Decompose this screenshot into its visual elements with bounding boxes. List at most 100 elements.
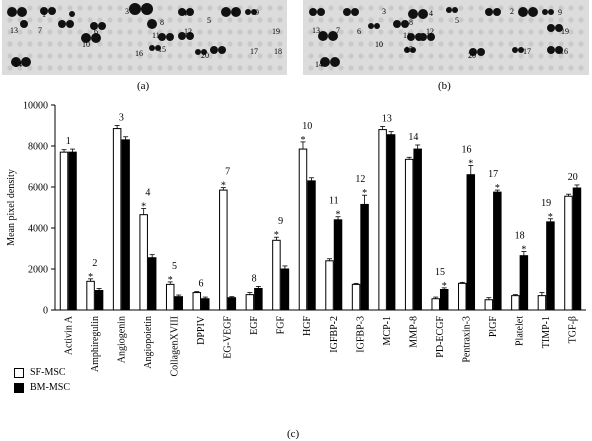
blot-a-spot [11,57,21,67]
blot-a-spot [147,19,157,29]
blot-b-faint-spot [398,5,404,11]
group-number-label: 17 [488,169,498,180]
blot-b-faint-spot [388,5,394,11]
blot-a-faint-spot [257,41,263,47]
blot-a-faint-spot [107,29,113,35]
legend-label-bm-msc: BM-MSC [30,382,71,393]
blot-b-faint-spot [568,17,574,23]
blot-b-faint-spot [358,17,364,23]
bar-sf [484,299,494,311]
blot-a-faint-spot [67,29,73,35]
blot-b-faint-spot [348,65,354,71]
dot-blot-panel-b: 2 3 4 5 6 7 8 9 10 11 12 13 14 15 16 17 19 20 [303,0,589,75]
blot-b-faint-spot [408,41,414,47]
bar-bm [94,290,104,311]
blot-b-faint-spot [538,41,544,47]
blot-a-spot [221,7,231,17]
blot-b-spot-number: 19 [561,27,569,36]
blot-a-faint-spot [257,53,263,59]
blot-b-spot-number: 10 [375,40,383,49]
blot-b-spot-number: 14 [315,60,323,69]
blot-a-faint-spot [267,41,273,47]
blot-b-faint-spot [578,41,584,47]
blot-a-faint-spot [57,41,63,47]
blot-a-faint-spot [107,53,113,59]
y-tick-label: 4000 [28,224,48,235]
blot-b-spot [343,8,351,16]
blot-a-faint-spot [147,53,153,59]
blot-a-faint-spot [27,29,33,35]
blot-b-faint-spot [498,29,504,35]
blot-a-faint-spot [197,65,203,71]
blot-b-faint-spot [458,53,464,59]
blot-a-faint-spot [197,41,203,47]
blot-b-faint-spot [388,17,394,23]
blot-a-faint-spot [57,29,63,35]
blot-a-faint-spot [17,65,23,71]
blot-a-faint-spot [7,41,13,47]
blot-b-spot [368,23,374,29]
blot-b-faint-spot [308,29,314,35]
blot-a-spot [158,33,166,41]
blot-a-faint-spot [277,41,283,47]
bar-bm [493,191,502,311]
blot-a-spot-number: 13 [10,26,18,35]
blot-a-faint-spot [67,65,73,71]
blot-b-faint-spot [448,17,454,23]
bar-bm [254,287,263,311]
blot-b-spot-number: 8 [409,18,413,27]
blot-b-faint-spot [488,29,494,35]
blot-a-faint-spot [197,5,203,11]
blot-b-spot-number: 13 [312,26,320,35]
blot-a-faint-spot [217,53,223,59]
blot-a-faint-spot [277,65,283,71]
blot-a-faint-spot [227,29,233,35]
y-tick-label: 8000 [28,142,48,153]
blot-b-faint-spot [498,17,504,23]
blot-b-faint-spot [558,5,564,11]
blot-b-faint-spot [528,17,534,23]
blot-b-faint-spot [318,41,324,47]
blot-b-faint-spot [338,29,344,35]
blot-b-faint-spot [568,41,574,47]
x-tick-label: Activin A [63,315,74,355]
blot-a-faint-spot [17,29,23,35]
bar-sf [112,128,122,311]
blot-b-faint-spot [558,65,564,71]
blot-a-faint-spot [67,53,73,59]
blot-a-faint-spot [67,5,73,11]
blot-b-faint-spot [308,53,314,59]
blot-a-faint-spot [97,29,103,35]
blot-b-faint-spot [448,29,454,35]
blot-b-faint-spot [528,53,534,59]
blot-b-faint-spot [308,41,314,47]
x-tick-label: CollagenXVIII [169,316,180,377]
blot-b-faint-spot [508,41,514,47]
blot-a-spot [129,3,141,15]
blot-b-faint-spot [438,17,444,23]
blot-a-faint-spot [257,29,263,35]
blot-b-faint-spot [558,41,564,47]
blot-a-faint-spot [217,29,223,35]
blot-b-spot [469,48,477,56]
blot-a-spot-number: 6 [94,27,98,36]
blot-b-spot [407,33,415,41]
blot-b-faint-spot [538,5,544,11]
blot-a-faint-spot [107,17,113,23]
blot-a-faint-spot [267,17,273,23]
blot-a-faint-spot [137,41,143,47]
blot-b-faint-spot [468,29,474,35]
blot-b-faint-spot [518,17,524,23]
blot-a-faint-spot [127,53,133,59]
blot-a-faint-spot [237,41,243,47]
blot-a-faint-spot [277,53,283,59]
group-number-label: 1 [66,136,71,147]
blot-b-spot [518,47,524,53]
blot-a-faint-spot [27,65,33,71]
blot-b-faint-spot [318,17,324,23]
blot-a-faint-spot [207,41,213,47]
blot-b-faint-spot [568,53,574,59]
y-axis-label: Mean pixel density [6,169,17,246]
blot-b-faint-spot [408,53,414,59]
group-number-label: 19 [541,198,551,209]
